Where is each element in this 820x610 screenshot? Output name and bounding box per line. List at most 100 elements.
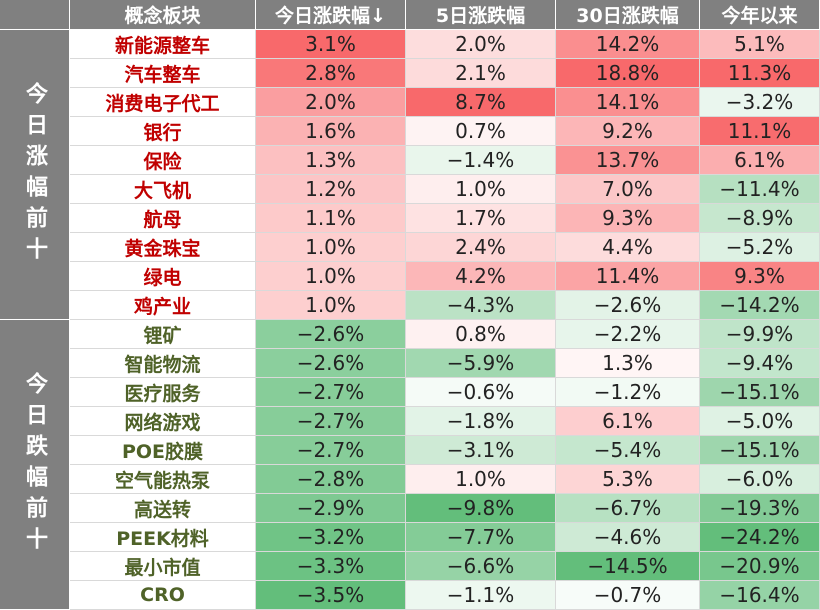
- value-cell: −1.4%: [406, 146, 556, 175]
- value-cell: −20.9%: [700, 552, 820, 581]
- value-cell: 1.6%: [256, 117, 406, 146]
- value-cell: −3.5%: [256, 581, 406, 610]
- value-cell: −4.6%: [556, 523, 700, 552]
- value-cell: −3.3%: [256, 552, 406, 581]
- value-cell: 1.0%: [406, 175, 556, 204]
- value-cell: −2.6%: [556, 291, 700, 320]
- sector-name: 汽车整车: [70, 59, 256, 88]
- value-cell: −1.8%: [406, 407, 556, 436]
- value-cell: 13.7%: [556, 146, 700, 175]
- value-cell: 11.3%: [700, 59, 820, 88]
- column-header: 5日涨跌幅: [406, 0, 556, 30]
- header-corner: [0, 0, 70, 30]
- value-cell: −7.7%: [406, 523, 556, 552]
- value-cell: −9.9%: [700, 320, 820, 349]
- value-cell: −0.7%: [556, 581, 700, 610]
- value-cell: −0.6%: [406, 378, 556, 407]
- value-cell: 18.8%: [556, 59, 700, 88]
- value-cell: 0.8%: [406, 320, 556, 349]
- value-cell: 2.8%: [256, 59, 406, 88]
- value-cell: 1.7%: [406, 204, 556, 233]
- value-cell: −2.7%: [256, 436, 406, 465]
- value-cell: 14.2%: [556, 30, 700, 59]
- value-cell: 1.1%: [256, 204, 406, 233]
- value-cell: −9.8%: [406, 494, 556, 523]
- sector-name: 黄金珠宝: [70, 233, 256, 262]
- sector-name: 保险: [70, 146, 256, 175]
- value-cell: 1.0%: [256, 233, 406, 262]
- value-cell: −2.7%: [256, 378, 406, 407]
- sector-name: 航母: [70, 204, 256, 233]
- value-cell: −5.9%: [406, 349, 556, 378]
- group-label: 今日跌幅前十: [0, 320, 70, 610]
- value-cell: −2.6%: [256, 320, 406, 349]
- value-cell: 5.1%: [700, 30, 820, 59]
- value-cell: 1.2%: [256, 175, 406, 204]
- sector-name: 网络游戏: [70, 407, 256, 436]
- sector-name: 锂矿: [70, 320, 256, 349]
- sector-name: 最小市值: [70, 552, 256, 581]
- value-cell: −2.2%: [556, 320, 700, 349]
- sector-name: 鸡产业: [70, 291, 256, 320]
- column-header: 今日涨跌幅↓: [256, 0, 406, 30]
- sector-name: 医疗服务: [70, 378, 256, 407]
- value-cell: −5.4%: [556, 436, 700, 465]
- value-cell: −2.6%: [256, 349, 406, 378]
- value-cell: 6.1%: [700, 146, 820, 175]
- value-cell: 1.0%: [406, 465, 556, 494]
- value-cell: −14.5%: [556, 552, 700, 581]
- value-cell: 1.0%: [256, 262, 406, 291]
- sector-name: POE胶膜: [70, 436, 256, 465]
- sector-name: 大飞机: [70, 175, 256, 204]
- value-cell: −5.0%: [700, 407, 820, 436]
- value-cell: −3.2%: [256, 523, 406, 552]
- value-cell: 1.0%: [256, 291, 406, 320]
- value-cell: 1.3%: [556, 349, 700, 378]
- value-cell: 0.7%: [406, 117, 556, 146]
- value-cell: 11.4%: [556, 262, 700, 291]
- value-cell: −6.7%: [556, 494, 700, 523]
- value-cell: 14.1%: [556, 88, 700, 117]
- value-cell: −14.2%: [700, 291, 820, 320]
- value-cell: −6.6%: [406, 552, 556, 581]
- value-cell: 2.4%: [406, 233, 556, 262]
- value-cell: −2.9%: [256, 494, 406, 523]
- value-cell: 4.2%: [406, 262, 556, 291]
- value-cell: 9.2%: [556, 117, 700, 146]
- value-cell: −24.2%: [700, 523, 820, 552]
- value-cell: −1.1%: [406, 581, 556, 610]
- sector-name: 高送转: [70, 494, 256, 523]
- value-cell: −3.1%: [406, 436, 556, 465]
- sector-name: CRO: [70, 581, 256, 610]
- value-cell: −4.3%: [406, 291, 556, 320]
- value-cell: −15.1%: [700, 378, 820, 407]
- value-cell: −19.3%: [700, 494, 820, 523]
- sector-name: 空气能热泵: [70, 465, 256, 494]
- value-cell: −15.1%: [700, 436, 820, 465]
- value-cell: −5.2%: [700, 233, 820, 262]
- value-cell: −1.2%: [556, 378, 700, 407]
- value-cell: 2.0%: [256, 88, 406, 117]
- value-cell: 6.1%: [556, 407, 700, 436]
- column-header: 概念板块: [70, 0, 256, 30]
- value-cell: 11.1%: [700, 117, 820, 146]
- value-cell: −8.9%: [700, 204, 820, 233]
- value-cell: 7.0%: [556, 175, 700, 204]
- value-cell: 8.7%: [406, 88, 556, 117]
- group-label: 今日涨幅前十: [0, 30, 70, 320]
- sector-name: 消费电子代工: [70, 88, 256, 117]
- sector-name: 绿电: [70, 262, 256, 291]
- sector-name: 智能物流: [70, 349, 256, 378]
- value-cell: 4.4%: [556, 233, 700, 262]
- value-cell: −16.4%: [700, 581, 820, 610]
- column-header: 今年以来: [700, 0, 820, 30]
- value-cell: −2.8%: [256, 465, 406, 494]
- value-cell: −11.4%: [700, 175, 820, 204]
- value-cell: 9.3%: [556, 204, 700, 233]
- sector-name: 新能源整车: [70, 30, 256, 59]
- value-cell: 9.3%: [700, 262, 820, 291]
- column-header: 30日涨跌幅: [556, 0, 700, 30]
- value-cell: 2.0%: [406, 30, 556, 59]
- value-cell: −2.7%: [256, 407, 406, 436]
